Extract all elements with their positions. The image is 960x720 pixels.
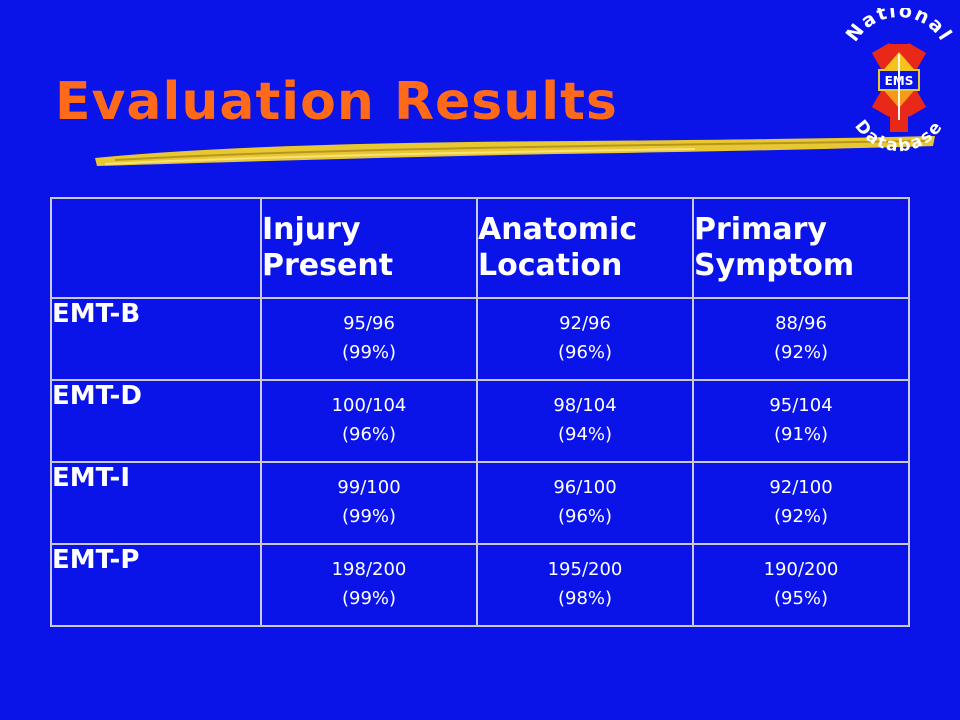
row-label-emt-i: EMT-I [50,461,262,545]
cell-percent: (99%) [341,588,397,609]
star-of-life-icon: EMS [871,42,927,132]
table-cell: 98/104 (94%) [476,379,694,463]
row-label-emt-d: EMT-D [50,379,262,463]
table-row: EMT-B 95/96 (99%) 92/96 (96%) 88/96 (92%) [50,297,910,381]
cell-percent: (92%) [773,506,829,527]
table-cell: 95/96 (99%) [260,297,478,381]
header-primary-symptom: Primary Symptom [692,197,910,299]
table-row: EMT-I 99/100 (99%) 96/100 (96%) 92/100 (92%… [50,461,910,545]
results-table: Injury Present Anatomic Location Primary… [50,197,910,627]
table-cell: 99/100 (99%) [260,461,478,545]
table-cell: 190/200 (95%) [692,543,910,627]
cell-count: 198/200 [331,559,407,581]
header-line: Present [262,248,394,283]
table-cell: 100/104 (96%) [260,379,478,463]
cell-percent: (91%) [773,424,829,445]
cell-percent: (94%) [557,424,613,445]
row-label-emt-p: EMT-P [50,543,262,627]
cell-count: 88/96 [775,313,827,335]
svg-text:National: National [842,8,957,46]
brush-underline [95,136,935,166]
header-line: Injury [262,212,361,247]
cell-count: 190/200 [763,559,839,581]
cell-percent: (96%) [557,506,613,527]
cell-count: 95/96 [343,313,395,335]
row-label-emt-b: EMT-B [50,297,262,381]
cell-count: 95/104 [769,395,833,417]
header-line: Primary [694,212,827,247]
table-row: EMT-D 100/104 (96%) 98/104 (94%) 95/104 (91… [50,379,910,463]
cell-count: 99/100 [337,477,401,499]
table-cell: 195/200 (98%) [476,543,694,627]
cell-percent: (96%) [557,342,613,363]
table-cell: 95/104 (91%) [692,379,910,463]
table-cell: 88/96 (92%) [692,297,910,381]
slide-title: Evaluation Results [55,72,618,132]
logo-top-text: National [842,8,955,46]
header-line: Symptom [694,248,855,283]
cell-percent: (98%) [557,588,613,609]
header-anatomic-location: Anatomic Location [476,197,694,299]
table-cell: 198/200 (99%) [260,543,478,627]
cell-percent: (95%) [773,588,829,609]
cell-percent: (99%) [341,342,397,363]
table-cell: 92/96 (96%) [476,297,694,381]
header-line: Anatomic [478,212,638,247]
cell-count: 100/104 [331,395,407,417]
cell-count: 98/104 [553,395,617,417]
table-row: EMT-P 198/200 (99%) 195/200 (98%) 190/200 (… [50,543,910,627]
cell-percent: (99%) [341,506,397,527]
cell-percent: (92%) [773,342,829,363]
cell-count: 92/96 [559,313,611,335]
header-empty-cell [50,197,262,299]
table-header-row: Injury Present Anatomic Location Primary… [50,197,910,299]
table-cell: 92/100 (92%) [692,461,910,545]
cell-count: 195/200 [547,559,623,581]
header-line: Location [478,248,623,283]
table-cell: 96/100 (96%) [476,461,694,545]
national-ems-database-logo: National EMS Database [842,8,957,156]
cell-count: 96/100 [553,477,617,499]
cell-percent: (96%) [341,424,397,445]
header-injury-present: Injury Present [260,197,478,299]
cell-count: 92/100 [769,477,833,499]
